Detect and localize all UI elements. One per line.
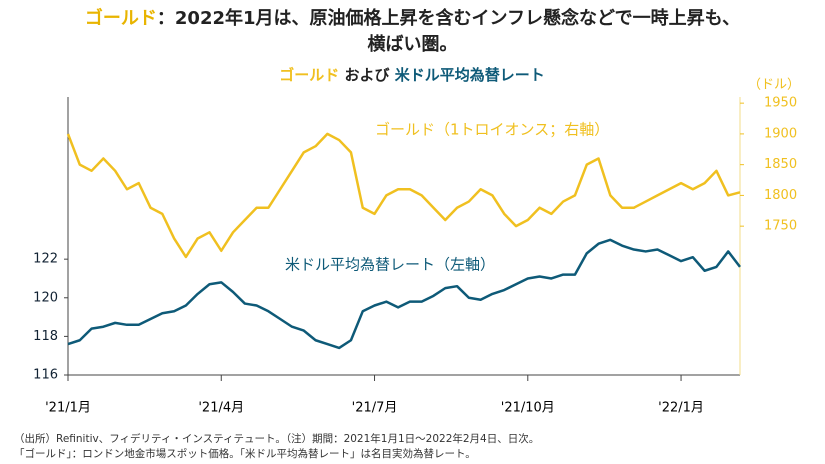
y2-tick-label: 1750 <box>764 219 797 234</box>
series-label: ゴールド（1トロイオンス；右軸） <box>375 121 609 139</box>
series-line <box>67 238 741 350</box>
y-tick-label: 118 <box>33 329 58 344</box>
subtitle: ゴールド および 米ドル平均為替レート <box>279 66 545 84</box>
x-tick-label: '21/4月 <box>198 401 244 416</box>
title: ゴールド：2022年1月は、原油価格上昇を含むインフレ懸念などで一時上昇も、 <box>0 4 825 30</box>
series-line <box>66 132 741 259</box>
title: 横ばい圏。 <box>367 34 458 55</box>
y-tick-label: 120 <box>33 290 58 305</box>
series-label: 米ドル平均為替レート（左軸） <box>285 256 495 274</box>
subtitle-part: 米ドル平均為替レート <box>395 66 545 84</box>
y-tick-label: 122 <box>33 252 58 267</box>
x-tick-label: '21/7月 <box>352 401 398 416</box>
subtitle-part: および <box>344 66 389 84</box>
y-tick-label: 116 <box>33 368 58 383</box>
y2-axis-label: （ドル） <box>748 78 800 93</box>
y2-tick-label: 1850 <box>764 157 797 172</box>
y2-tick-label: 1900 <box>764 126 797 141</box>
x-tick-label: '22/1月 <box>658 401 704 416</box>
x-tick-label: '21/10月 <box>501 401 555 416</box>
subtitle-part: ゴールド <box>279 66 339 84</box>
footnote: 「ゴールド」：ロンドン地金市場スポット価格。「米ドル平均為替レート」は名目実効為… <box>14 448 476 460</box>
title-highlight: ゴールド <box>84 8 157 29</box>
title-text: ：2022年1月は、原油価格上昇を含むインフレ懸念などで一時上昇も、 <box>156 8 741 29</box>
y2-tick-label: 1950 <box>764 96 797 111</box>
footnote: （出所）Refinitiv、フィデリティ・インスティテュート。（注）期間：202… <box>14 433 540 445</box>
y2-tick-label: 1800 <box>764 188 797 203</box>
x-tick-label: '21/1月 <box>45 401 91 416</box>
